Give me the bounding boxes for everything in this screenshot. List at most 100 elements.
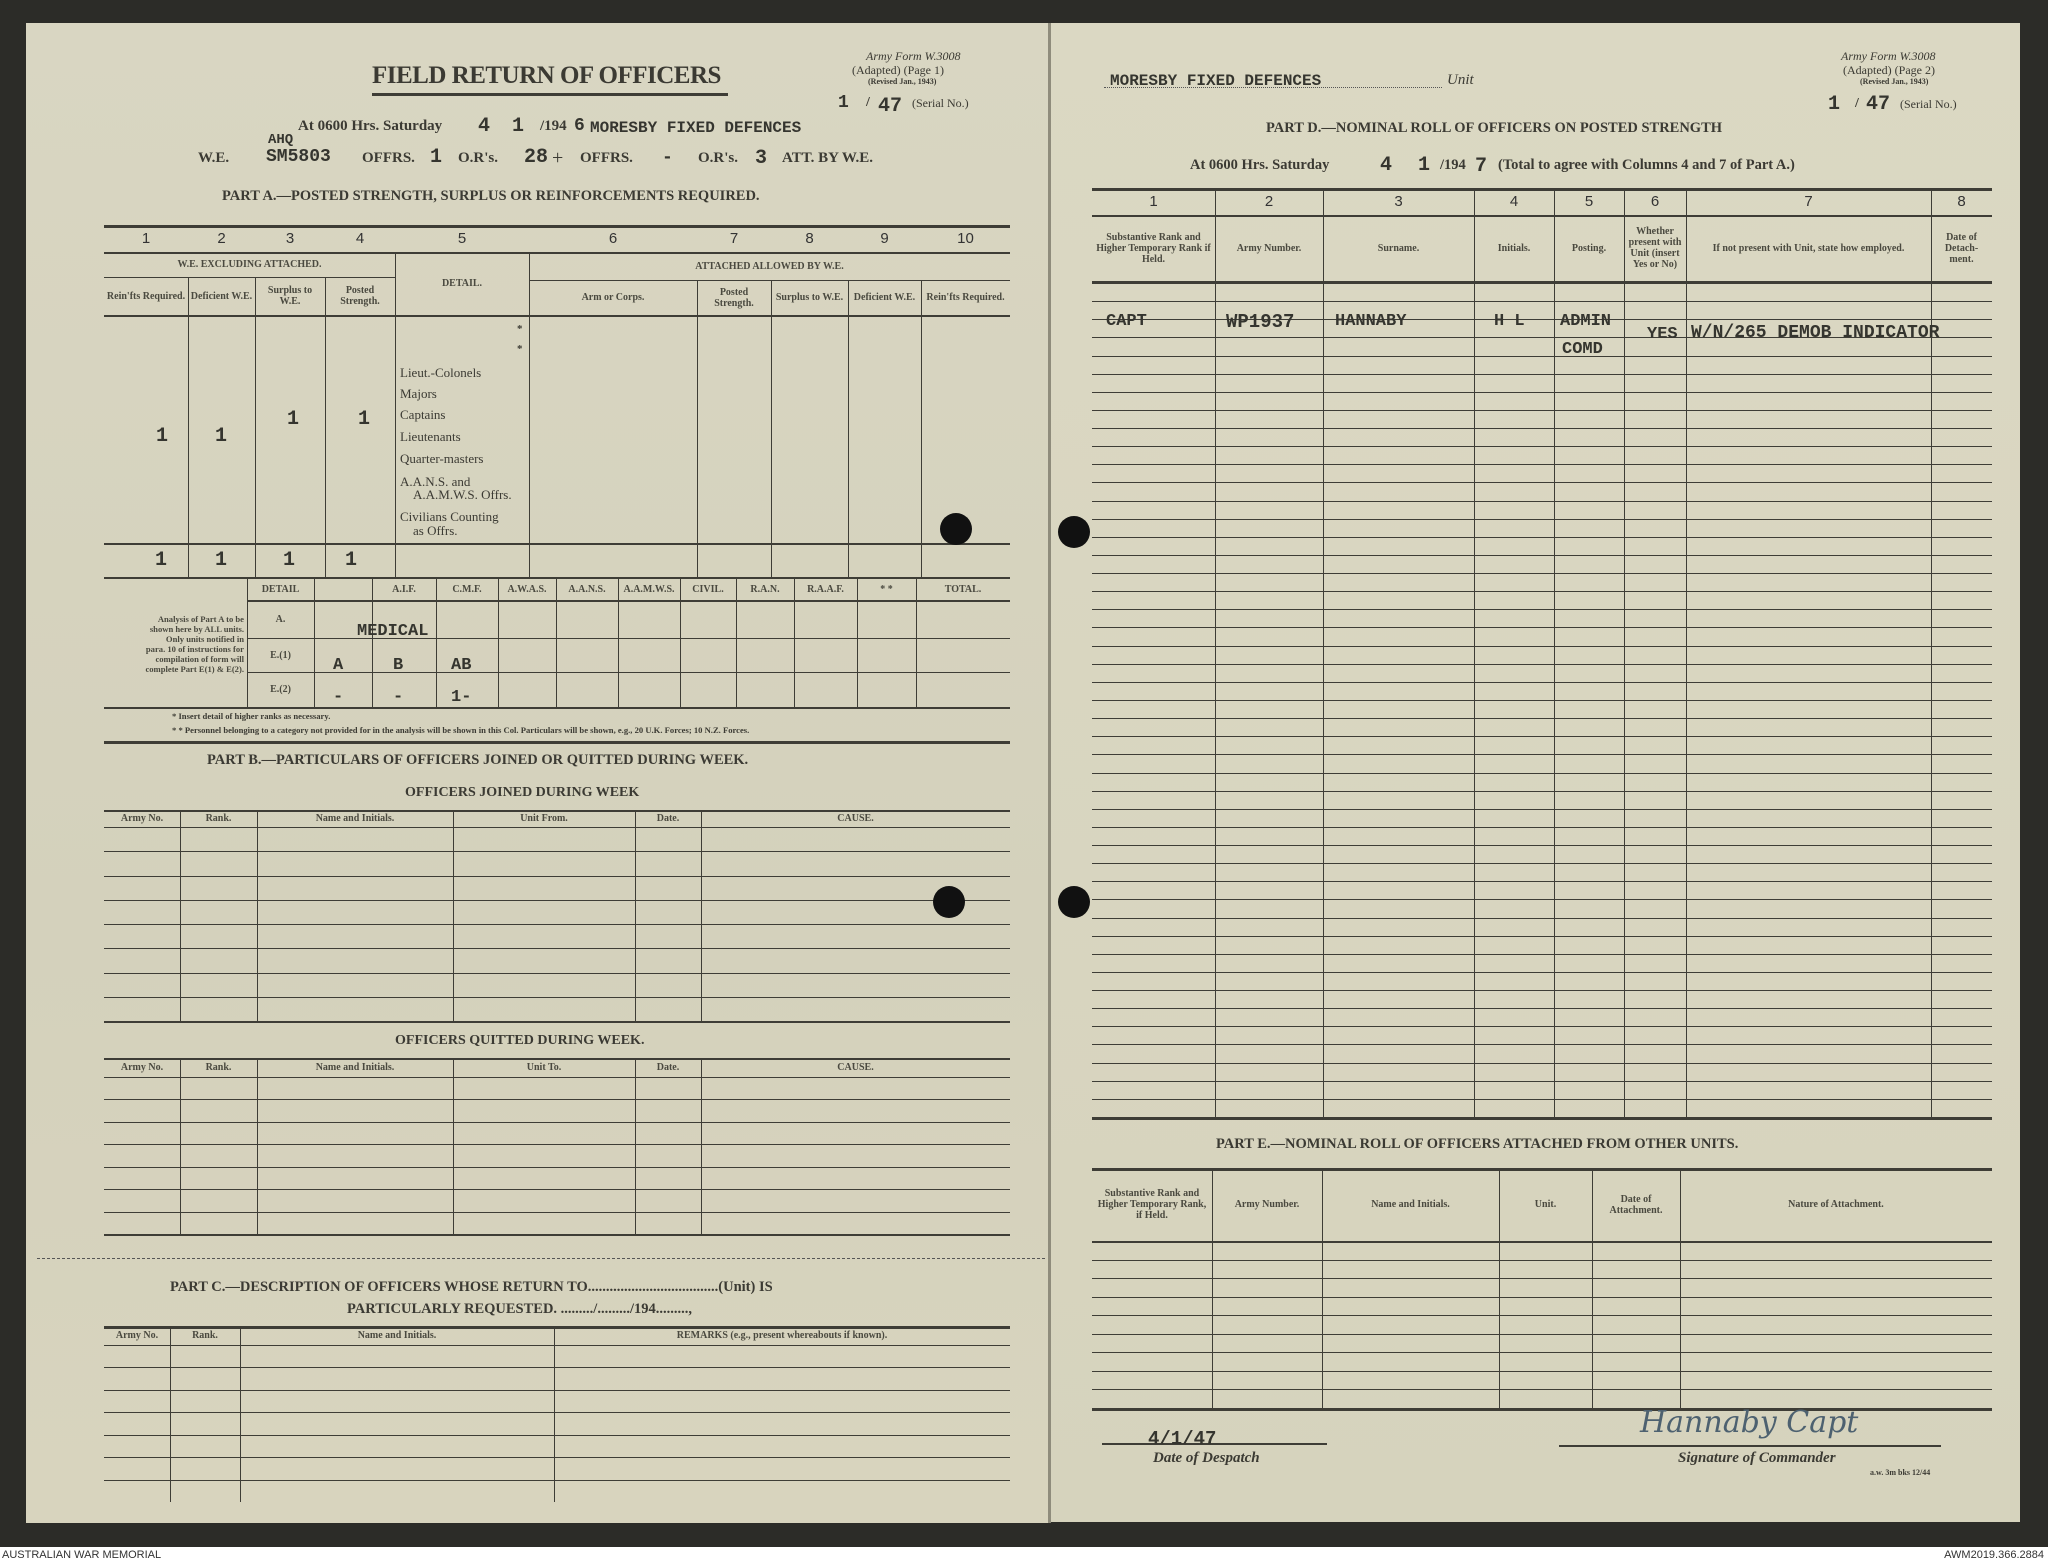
part-e-header: Nature of Attachment. [1788,1199,1884,1210]
rule-line [1092,773,1992,774]
plus-sign: + [552,147,564,169]
rule-line [104,1058,1010,1060]
part-d-year-printed: /194 [1440,157,1466,173]
unit-name-typed: MORESBY FIXED DEFENCES [590,119,802,137]
rule-line [1092,188,1992,191]
rule-line [1092,1389,1992,1390]
rule-line [498,578,499,707]
detail-captains: Captains [400,407,446,422]
rule-line [104,543,1010,545]
rule-line [104,973,1010,974]
note-line: Only units notified in [165,634,244,644]
rule-line [104,1345,1010,1346]
rule-line [1092,809,1992,810]
note-line: complete Part E(1) & E(2). [145,664,244,674]
analysis-header: R.A.A.F. [807,583,844,595]
part-b-heading: PART B.—PARTICULARS OF OFFICERS JOINED O… [207,752,749,768]
col3-value: 1 [287,408,300,431]
part-e-heading: PART E.—NOMINAL ROLL OF OFFICERS ATTACHE… [1216,1136,1739,1152]
ors-label: O.R's. [458,150,499,166]
part-e-header: Name and Initials. [1371,1199,1450,1210]
rule-line [1092,1241,1992,1243]
cut-line [37,1258,1045,1259]
rule-line [1092,1099,1992,1100]
rule-line [1092,1278,1992,1279]
rule-line [247,600,1010,602]
rule-line [104,1212,1010,1213]
army-form-label-2: Army Form W.3008 [1841,49,1936,63]
rule-line [857,578,858,707]
column-number: 7 [729,230,739,247]
we-header: Surplus to W.E. [267,285,313,307]
rule-line [1092,791,1992,792]
rule-line [104,1412,1010,1413]
detail-civilians: Civilians Counting [400,509,499,524]
we-header: Posted Strength. [340,285,380,307]
detail-lieut-colonels: Lieut.-Colonels [400,365,482,380]
detail-quarter-masters: Quarter-masters [400,451,484,466]
rule-line [1092,881,1992,882]
rule-line [104,1144,1010,1145]
page-1-sheet [26,23,1050,1523]
rule-line [104,1021,1010,1023]
part-d-month: 1 [1418,154,1431,177]
officer-employed: W/N/265 DEMOB INDICATOR [1691,323,1940,343]
column-number: 6 [608,230,618,247]
part-d-header: Date of Detach-ment. [1944,231,1979,265]
att-offrs-label: OFFRS. [580,150,633,166]
analysis-cmf-e1: B [393,656,404,675]
title-underline [372,93,728,96]
signature-label: Signature of Commander [1678,1450,1836,1466]
note-line: compilation of form will [155,654,244,664]
rule-line [104,1234,1010,1236]
analysis-header [314,578,372,600]
rule-line [554,1326,555,1502]
rule-line [104,876,1010,877]
footnote-1: * Insert detail of higher ranks as neces… [172,711,331,721]
rule-line [1092,319,1992,320]
serial-label-2: (Serial No.) [1900,97,1957,111]
unit-typed: MORESBY FIXED DEFENCES [1110,72,1322,90]
rule-line [1092,555,1992,556]
rule-line [1680,1168,1681,1408]
rule-line [257,1058,258,1234]
rule-line [1323,188,1324,1117]
footer-credit: AUSTRALIAN WAR MEMORIAL [2,1549,162,1561]
part-e-header: Substantive Rank and Higher Temporary Ra… [1097,1188,1207,1221]
footer-accession: AWM2019.366.2884 [1944,1549,2044,1561]
rule-line [104,1435,1010,1436]
quitted-header: Date. [656,1062,680,1073]
rule-line [453,810,454,1021]
joined-title: OFFICERS JOINED DURING WEEK [405,785,640,800]
part-e-header: Unit. [1534,1199,1557,1210]
rule-line [701,810,702,1021]
detail-aans: A.A.N.S. and [400,474,471,489]
punch-hole [1058,886,1090,918]
part-d-date-prefix: At 0600 Hrs. Saturday [1190,157,1330,173]
col1-total: 1 [155,549,168,572]
joined-header: Name and Initials. [315,813,395,824]
rule-line [1092,1117,1992,1120]
rule-line [1092,845,1992,846]
rule-line [1092,936,1992,937]
part-e-header: Date of Attachment. [1609,1193,1663,1216]
we-header: Deficient W.E. [190,290,253,302]
rule-line [1092,1334,1992,1335]
analysis-aif-e2: - [333,688,344,707]
detail-aamws: A.A.M.W.S. Offrs. [413,487,512,502]
rule-line [848,280,849,577]
rule-line [1215,188,1216,1117]
column-number: 9 [880,230,889,247]
part-d-column-number: 3 [1394,193,1403,210]
att-offrs-value: - [662,148,673,168]
rule-line [1092,392,1992,393]
rule-line [1624,188,1625,1117]
rule-line [1092,501,1992,502]
part-c-header: Rank. [192,1330,218,1341]
part-c-heading-1: PART C.—DESCRIPTION OF OFFICERS WHOSE RE… [170,1279,773,1295]
analysis-header: * * [880,583,893,595]
rule-line [104,315,1010,317]
analysis-row-label: E.(2) [270,684,291,695]
rule-line [529,280,1010,281]
officer-posting: ADMIN [1560,312,1612,331]
